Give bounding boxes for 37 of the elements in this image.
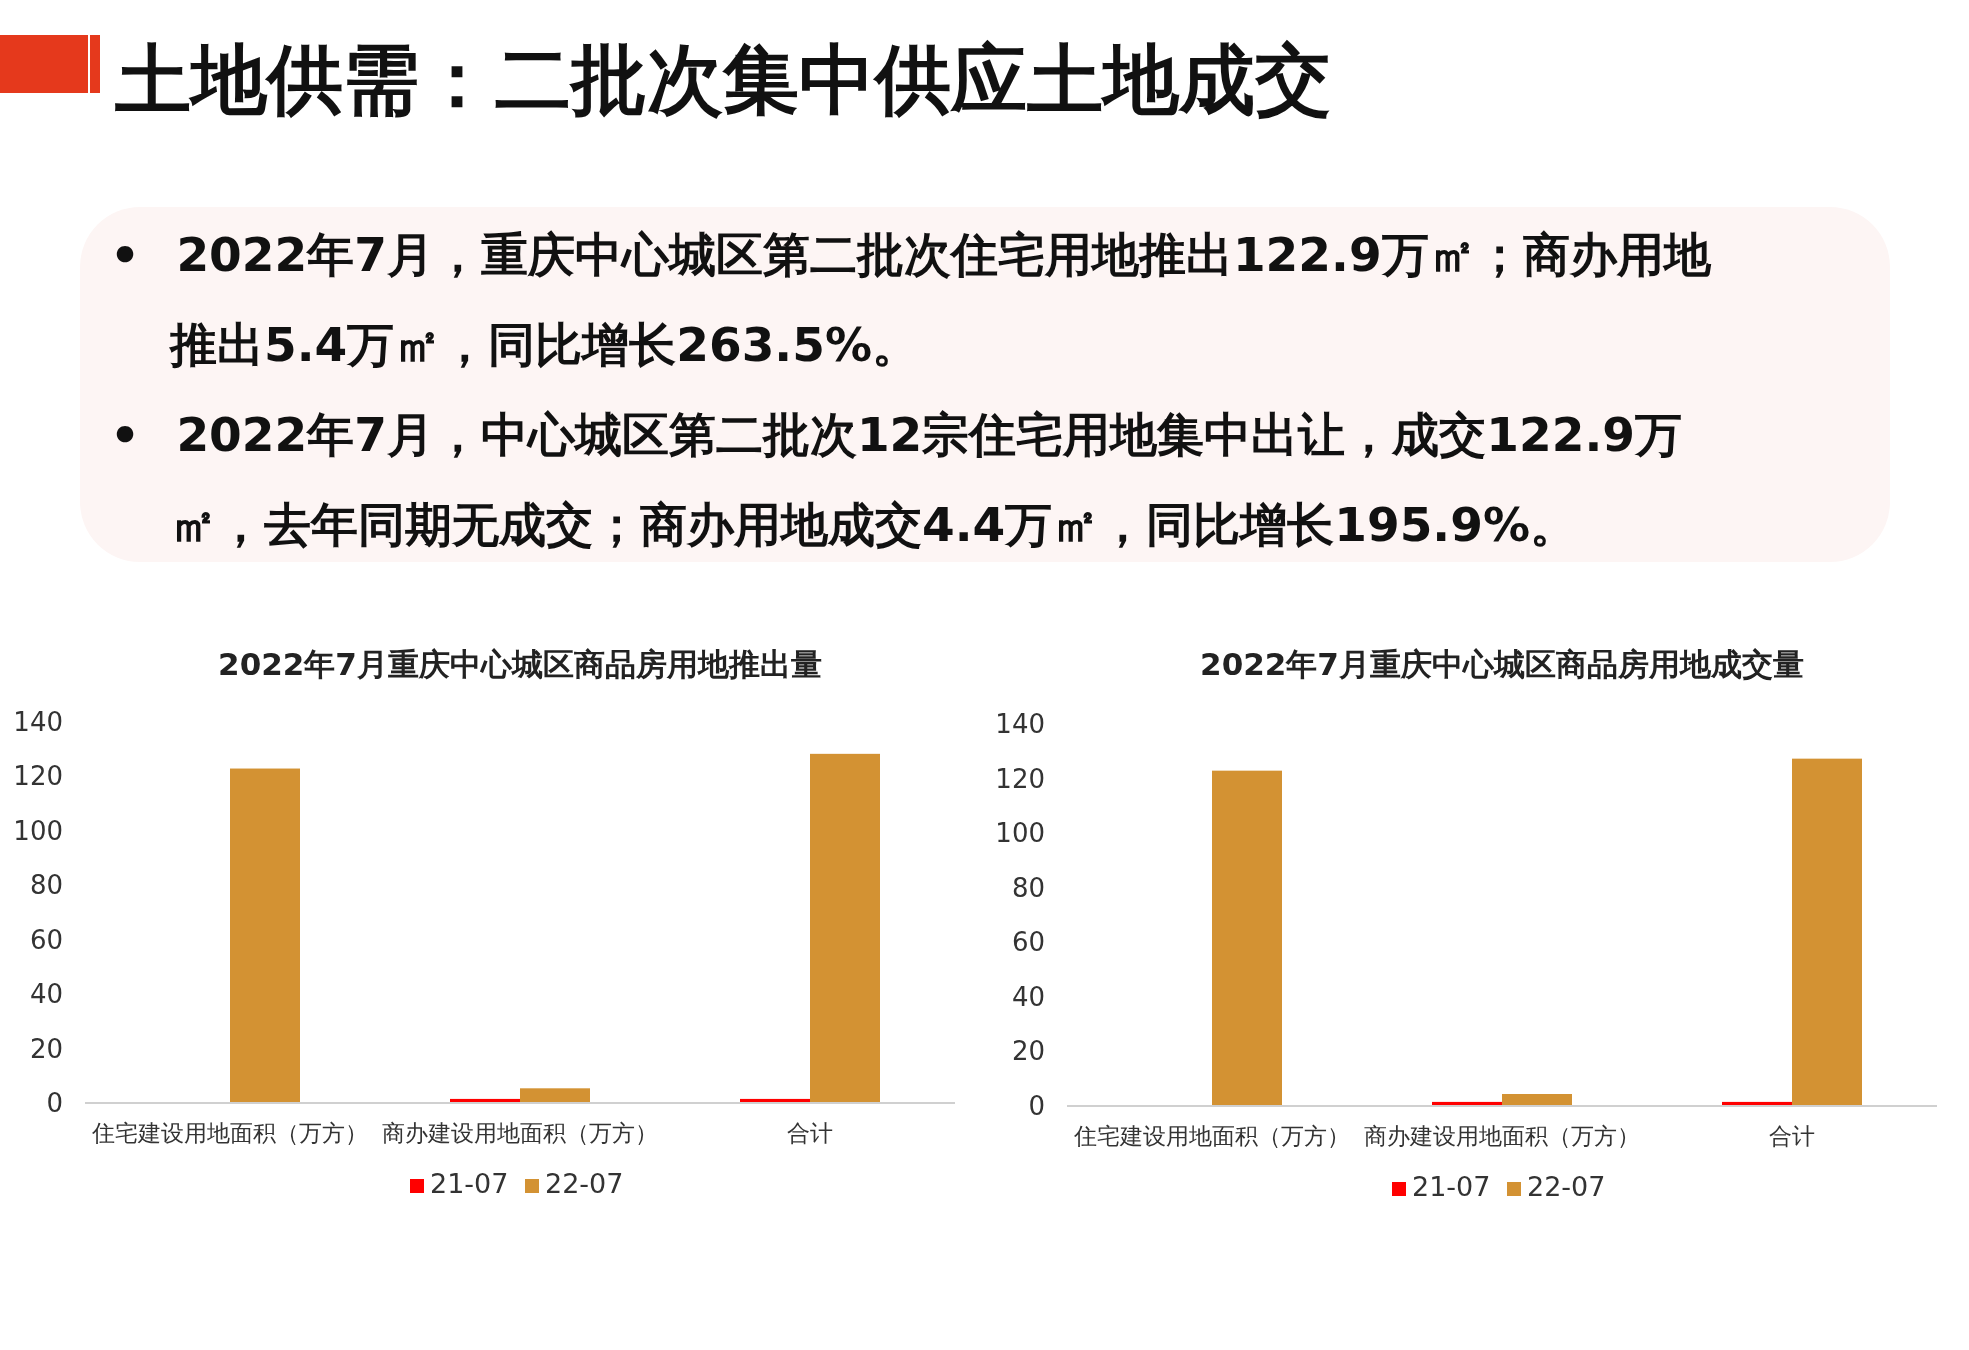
legend-label: 21-07 — [1412, 1171, 1491, 1202]
y-tick-label: 120 — [13, 761, 63, 792]
x-tick-label: 住宅建设用地面积（万方） — [1073, 1123, 1350, 1149]
y-tick-label: 20 — [29, 1033, 63, 1064]
x-tick-label: 合计 — [787, 1120, 833, 1146]
y-tick-label: 80 — [1011, 872, 1045, 903]
legend-label: 21-07 — [430, 1168, 509, 1199]
text: 土地供需：二批次集中供应土地成交 — [115, 35, 1331, 124]
text: • 2022年7月，中心城区第二批次12宗住宅用地集中出让，成交122.9万㎡，去年同期无成交；商办用地成交4.4万㎡，同比增长195.9%。 — [110, 406, 1683, 554]
text: • 2022年7月，重庆中心城区第二批次住宅用地推出122.9万㎡；商办用地推出5.4万㎡，同比增长263.5%。 — [110, 226, 1712, 374]
chart-title: 2022年7月重庆中心城区商品房用地成交量 — [1200, 646, 1804, 682]
y-tick-label: 120 — [995, 763, 1045, 794]
y-tick-label: 0 — [46, 1088, 63, 1118]
x-tick-label: 商办建设用地面积（万方） — [1364, 1123, 1640, 1149]
x-tick-label: 住宅建设用地面积（万方） — [91, 1120, 368, 1146]
legend-label: 22-07 — [545, 1168, 624, 1199]
y-tick-label: 60 — [29, 924, 63, 955]
bar — [1502, 1093, 1572, 1106]
y-tick-label: 140 — [995, 709, 1045, 739]
y-tick-label: 40 — [29, 979, 63, 1010]
bar — [1212, 770, 1282, 1106]
y-tick-label: 100 — [13, 815, 63, 846]
chart-title: 2022年7月重庆中心城区商品房用地推出量 — [218, 646, 822, 682]
y-tick-label: 80 — [29, 870, 63, 901]
bar — [810, 753, 880, 1103]
x-tick-label: 商办建设用地面积（万方） — [382, 1120, 658, 1146]
y-tick-label: 40 — [1011, 981, 1045, 1012]
bar — [1792, 758, 1862, 1106]
y-tick-label: 20 — [1011, 1036, 1045, 1067]
y-tick-label: 100 — [995, 818, 1045, 849]
bar — [230, 768, 300, 1103]
bar — [520, 1088, 590, 1103]
y-tick-label: 60 — [1011, 927, 1045, 958]
legend-label: 22-07 — [1527, 1171, 1606, 1202]
y-tick-label: 0 — [1028, 1091, 1045, 1121]
x-tick-label: 合计 — [1769, 1123, 1815, 1149]
y-tick-label: 140 — [13, 707, 63, 737]
